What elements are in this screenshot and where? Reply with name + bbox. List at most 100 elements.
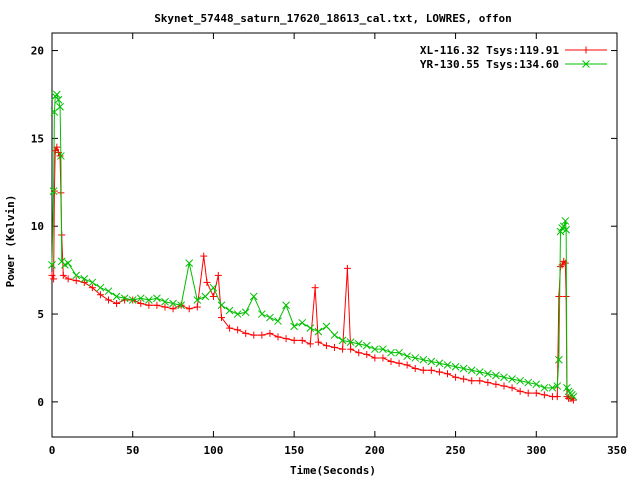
- data-point-2: [443, 361, 452, 369]
- data-point-2: [532, 380, 541, 389]
- data-point-1: [64, 275, 72, 283]
- y-axis-label: Power (Kelvin): [4, 195, 17, 288]
- x-tick-label: 100: [203, 444, 223, 457]
- legend-marker-1: [582, 46, 590, 54]
- data-point-2: [338, 336, 347, 345]
- data-point-2: [475, 368, 484, 376]
- data-point-1: [169, 305, 177, 313]
- data-point-1: [50, 187, 58, 195]
- data-point-2: [387, 348, 395, 357]
- data-point-1: [214, 271, 222, 279]
- data-point-1: [56, 152, 64, 160]
- data-point-1: [72, 277, 80, 285]
- data-point-1: [444, 370, 451, 378]
- data-point-2: [57, 152, 65, 160]
- data-point-2: [451, 362, 460, 371]
- data-point-2: [500, 373, 508, 382]
- data-point-1: [371, 354, 379, 362]
- data-point-2: [435, 359, 444, 368]
- x-tick-label: 200: [365, 444, 385, 457]
- data-point-1: [311, 284, 319, 292]
- chart-title: Skynet_57448_saturn_17620_18613_cal.txt,…: [154, 12, 512, 25]
- series-line-1: [51, 145, 574, 401]
- data-point-1: [387, 357, 395, 365]
- data-point-1: [379, 354, 387, 362]
- data-point-1: [484, 379, 492, 387]
- data-point-1: [250, 331, 258, 339]
- data-point-1: [226, 324, 234, 332]
- data-point-2: [49, 187, 58, 195]
- data-point-2: [484, 369, 492, 378]
- data-point-1: [500, 382, 508, 390]
- data-point-1: [411, 364, 419, 372]
- x-tick-label: 50: [126, 444, 139, 457]
- data-point-2: [548, 383, 557, 392]
- data-point-1: [476, 377, 484, 385]
- data-point-1: [516, 387, 524, 395]
- x-tick-label: 300: [526, 444, 546, 457]
- data-point-2: [217, 301, 226, 310]
- data-point-1: [419, 366, 427, 374]
- data-point-2: [48, 261, 56, 269]
- data-point-1: [242, 329, 250, 337]
- y-tick-label: 5: [37, 308, 44, 321]
- data-point-2: [459, 364, 468, 373]
- data-point-1: [427, 366, 435, 374]
- data-point-2: [561, 217, 570, 225]
- y-tick-label: 15: [31, 132, 44, 145]
- data-point-2: [467, 366, 476, 375]
- legend-marker-2: [582, 60, 590, 68]
- data-point-2: [112, 292, 121, 301]
- data-point-1: [105, 296, 112, 304]
- data-point-1: [452, 373, 460, 381]
- data-point-2: [492, 371, 500, 380]
- data-point-2: [249, 292, 258, 301]
- data-point-1: [435, 368, 443, 376]
- data-point-2: [569, 392, 578, 401]
- data-point-1: [48, 271, 56, 279]
- data-point-1: [50, 275, 58, 283]
- legend-label-2: YR-130.55 Tsys:134.60: [420, 58, 559, 71]
- data-point-1: [314, 338, 322, 346]
- data-point-2: [233, 310, 242, 318]
- data-point-1: [298, 336, 306, 344]
- data-point-1: [59, 271, 67, 279]
- data-point-1: [51, 147, 59, 155]
- data-point-2: [104, 287, 113, 296]
- data-point-2: [120, 294, 129, 303]
- data-point-1: [561, 259, 569, 267]
- y-tick-label: 10: [31, 220, 44, 233]
- data-point-2: [427, 357, 436, 366]
- data-point-1: [193, 303, 201, 311]
- data-point-1: [153, 301, 161, 309]
- data-point-2: [52, 90, 61, 99]
- data-point-2: [64, 259, 72, 267]
- plot-frame: [51, 32, 618, 438]
- data-point-1: [569, 396, 577, 404]
- data-point-1: [306, 340, 314, 348]
- data-point-2: [379, 345, 387, 354]
- x-axis-label: Time(Seconds): [290, 464, 376, 477]
- data-point-2: [314, 327, 323, 336]
- data-point-2: [395, 348, 403, 357]
- x-tick-label: 150: [284, 444, 304, 457]
- data-point-2: [362, 341, 371, 350]
- data-point-1: [203, 278, 211, 286]
- data-point-2: [185, 259, 194, 267]
- data-point-1: [532, 389, 540, 397]
- data-point-2: [282, 301, 290, 310]
- data-point-1: [553, 393, 561, 401]
- data-point-2: [419, 355, 428, 364]
- data-point-2: [177, 301, 185, 310]
- data-point-1: [322, 342, 330, 350]
- data-point-2: [209, 283, 218, 292]
- data-point-1: [339, 345, 347, 353]
- data-point-2: [145, 296, 153, 304]
- data-point-2: [306, 324, 315, 332]
- data-point-1: [492, 380, 500, 388]
- data-point-1: [468, 377, 476, 385]
- data-point-1: [145, 301, 153, 309]
- y-tick-label: 20: [31, 45, 44, 58]
- data-point-1: [343, 264, 351, 272]
